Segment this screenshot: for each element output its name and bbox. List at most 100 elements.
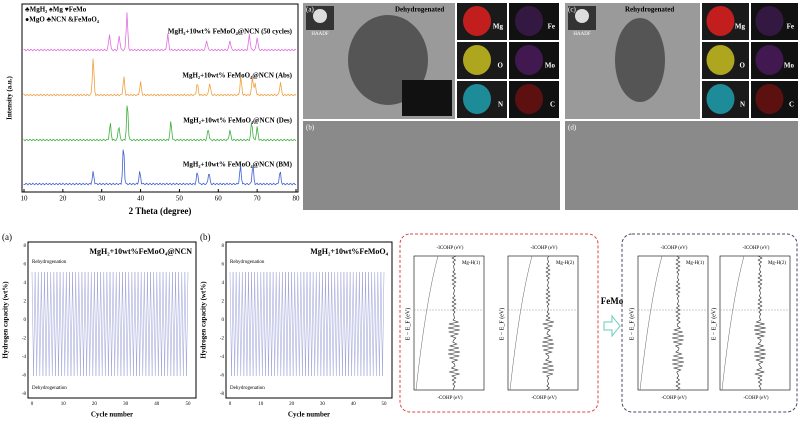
bottom-label: -COHP (eV): [437, 396, 463, 401]
bottom-label: -COHP (eV): [743, 396, 769, 401]
element-signal: [463, 45, 491, 75]
x-tick-label: 0: [229, 402, 232, 407]
element-label: Mg: [493, 23, 504, 31]
haadf-particle: [575, 9, 589, 23]
panel-title: MgH₂+10wt%FeMoO₄@NCN: [89, 247, 192, 256]
bond-label: Mg-H(1): [462, 261, 480, 266]
xrd-trace: [23, 58, 297, 97]
haadf-particle: [313, 9, 327, 23]
element-signal: [515, 45, 543, 75]
cohp-curve: [447, 255, 461, 391]
y-label: Hydrogen capacity (wt%): [2, 281, 10, 359]
element-signal: [755, 84, 784, 114]
element-label: Fe: [787, 23, 794, 31]
y-tick-label: 2: [222, 300, 225, 305]
top-label: -ICOHP (eV): [743, 246, 770, 251]
hrtem-image: [565, 121, 798, 210]
y-tick-label: 6: [24, 263, 27, 268]
x-tick-label: 10: [21, 195, 29, 203]
element-label: N: [498, 101, 503, 109]
cohp-curve: [542, 255, 555, 391]
panel-label: (a): [2, 232, 12, 242]
x-tick-label: 40: [154, 402, 160, 407]
xrd-trace: [23, 12, 297, 52]
icohp-curve: [721, 255, 745, 391]
x-tick-label: 30: [98, 195, 106, 203]
x-tick-label: 30: [320, 402, 326, 407]
dehyd-label: Dehydrogenation: [32, 386, 67, 391]
xrd-frame: [21, 3, 299, 193]
cycle-curve: [31, 271, 189, 377]
plot-frame: [27, 241, 197, 399]
x-tick-label: 50: [382, 402, 388, 407]
bond-label: Mg-H(2): [556, 261, 574, 266]
saed-inset: [402, 80, 452, 116]
x-tick-label: 40: [137, 195, 145, 203]
panel-title: Dehydrogenated: [395, 6, 444, 14]
y-label: E − E_F (eV): [498, 308, 505, 341]
cohp-frame: [719, 255, 791, 391]
y-label: E − E_F (eV): [710, 308, 717, 341]
bottom-label: -COHP (eV): [661, 396, 687, 401]
xrd-trace: [23, 105, 297, 142]
particle: [615, 18, 665, 102]
x-tick-label: 80: [293, 195, 301, 203]
rehyd-label: Rehydrogenation: [230, 260, 265, 265]
trace-label: MgH₂+10wt% FeMoO₄@NCN (BM): [183, 161, 293, 169]
x-tick-label: 30: [123, 402, 129, 407]
panel-label: (b): [306, 124, 315, 132]
x-tick-label: 40: [351, 402, 357, 407]
y-tick-label: -8: [22, 392, 27, 397]
x-tick-label: 50: [176, 195, 184, 203]
bond-label: Mg-H(1): [686, 261, 704, 266]
y-label: E − E_F (eV): [628, 308, 635, 341]
element-signal: [463, 84, 491, 114]
y-tick-label: 4: [222, 281, 225, 286]
x-tick-label: 20: [289, 402, 295, 407]
plot-frame: [225, 241, 393, 399]
element-signal: [706, 84, 735, 114]
element-label: Mo: [784, 62, 795, 70]
y-tick-label: -4: [220, 355, 225, 360]
trace-label: MgH₂+10wt% FeMoO₄@NCN (Des): [183, 117, 292, 125]
panel-title: MgH₂+10wt%FeMoO₄: [310, 247, 388, 256]
x-tick-label: 10: [258, 402, 264, 407]
cohp-box: [399, 233, 599, 413]
element-signal: [463, 6, 491, 36]
top-label: -ICOHP (eV): [437, 246, 464, 251]
element-signal: [755, 45, 784, 75]
element-label: C: [550, 101, 555, 109]
y-tick-label: 8: [24, 244, 27, 249]
bond-label: Mg-H(2): [768, 261, 786, 266]
hrtem-image: [303, 121, 560, 210]
y-tick-label: -4: [22, 355, 27, 360]
y-label: Intensity (a.u.): [6, 75, 14, 119]
top-label: -ICOHP (eV): [661, 246, 688, 251]
icohp-curve: [639, 255, 663, 391]
y-tick-label: 0: [222, 318, 225, 323]
cohp-frame: [637, 255, 709, 391]
element-label: Mg: [735, 23, 746, 31]
y-tick-label: -2: [220, 337, 225, 342]
y-tick-label: -6: [22, 374, 27, 379]
y-tick-label: -8: [220, 392, 225, 397]
element-label: Fe: [548, 23, 555, 31]
x-tick-label: 50: [186, 402, 192, 407]
element-signal: [515, 84, 543, 114]
y-label: E − E_F (eV): [404, 308, 411, 341]
element-label: Mo: [545, 62, 556, 70]
cohp-frame: [413, 255, 485, 391]
x-tick-label: 20: [92, 402, 98, 407]
x-tick-label: 70: [254, 195, 262, 203]
y-tick-label: 4: [24, 281, 27, 286]
y-tick-label: 6: [222, 263, 225, 268]
element-label: C: [789, 101, 794, 109]
y-label: Hydrogen capacity (wt%): [200, 281, 208, 359]
y-tick-label: -2: [22, 337, 27, 342]
cohp-curve: [671, 255, 685, 391]
element-signal: [755, 6, 784, 36]
element-label: O: [740, 62, 746, 70]
panel-label: (c): [568, 6, 576, 14]
xrd-legend: ♣MgH₂ ♠Mg ♥FeMo: [25, 6, 87, 14]
